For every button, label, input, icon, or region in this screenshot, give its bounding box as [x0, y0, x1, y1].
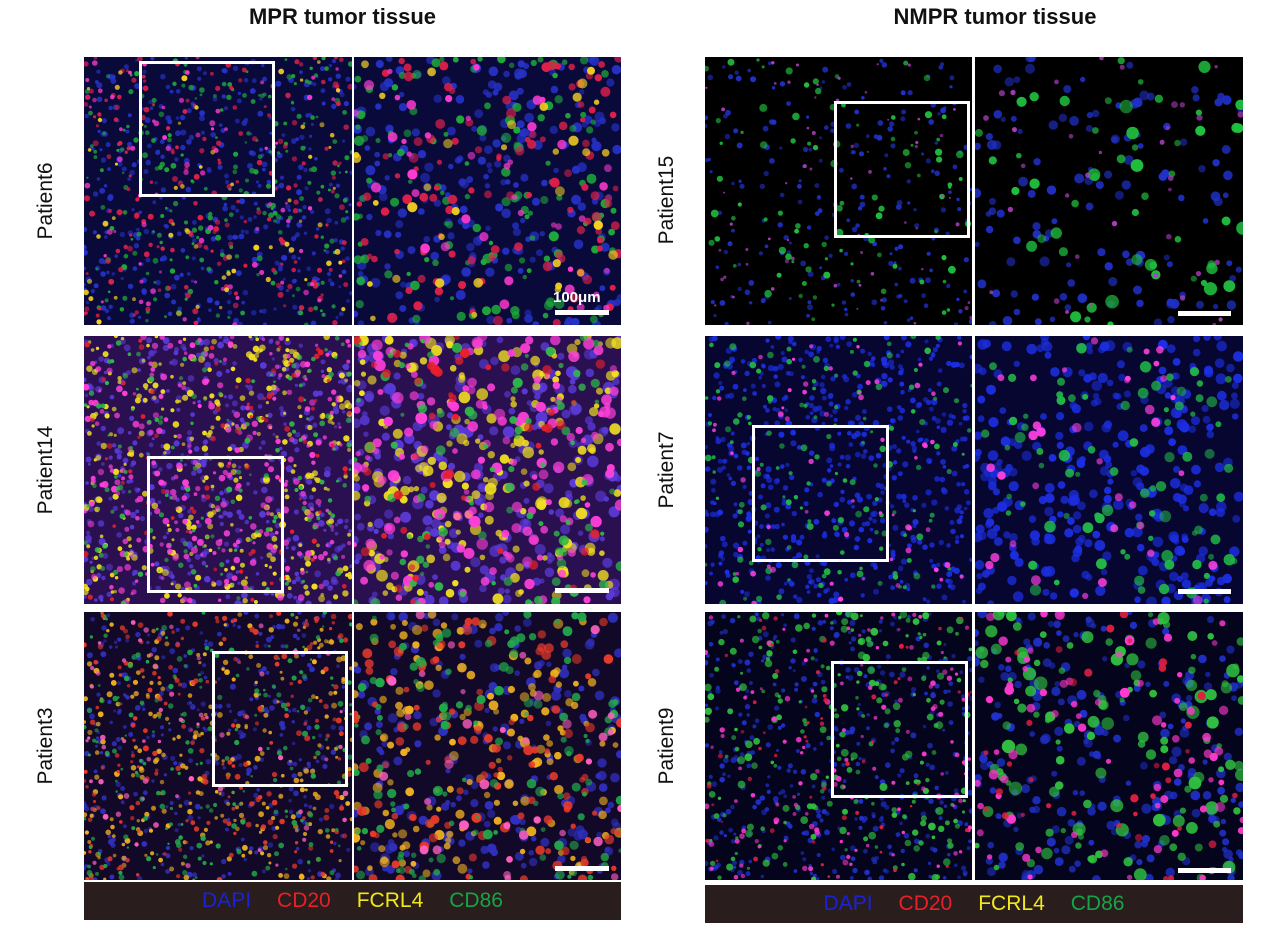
- micrograph-texture: [705, 612, 972, 880]
- micrograph-zoom: [975, 57, 1243, 325]
- scale-bar: [1178, 311, 1231, 316]
- legend-cd86: CD86: [449, 889, 503, 912]
- zoom-region-box: [834, 101, 970, 238]
- micrograph-overview: [84, 57, 352, 325]
- micrograph-zoom: [354, 336, 621, 604]
- micrograph-zoom: [354, 57, 621, 325]
- micrograph-texture: [975, 57, 1243, 325]
- channel-legend-left: DAPI CD20 FCRL4 CD86: [84, 882, 621, 920]
- micrograph-texture: [354, 612, 621, 880]
- scale-bar: [555, 866, 609, 871]
- scale-bar-label: 100μm: [553, 289, 601, 306]
- row-label-left-3: Patient3: [34, 707, 57, 785]
- micrograph-zoom: [354, 612, 621, 880]
- legend-fcrl4: FCRL4: [978, 892, 1045, 915]
- legend-fcrl4: FCRL4: [356, 889, 424, 912]
- micrograph-zoom: [975, 612, 1243, 880]
- zoom-region-box: [139, 61, 275, 197]
- micrograph-texture: [354, 336, 621, 604]
- scale-bar: [555, 310, 609, 315]
- legend-cd86: CD86: [1070, 892, 1125, 915]
- legend-cd20: CD20: [898, 892, 953, 915]
- zoom-region-box: [752, 425, 889, 562]
- micrograph-zoom: [975, 336, 1243, 604]
- micrograph-texture: [84, 57, 352, 325]
- row-label-right-1: Patient15: [655, 155, 678, 245]
- legend-dapi: DAPI: [823, 892, 873, 915]
- mpr-title: MPR tumor tissue: [248, 4, 437, 29]
- channel-legend-right: DAPI CD20 FCRL4 CD86: [705, 885, 1243, 923]
- legend-cd20: CD20: [277, 889, 331, 912]
- legend-dapi: DAPI: [202, 889, 252, 912]
- zoom-region-box: [212, 651, 348, 787]
- row-label-left-1: Patient6: [34, 162, 57, 240]
- row-label-right-2: Patient7: [655, 431, 678, 509]
- scale-bar: [1178, 589, 1231, 594]
- row-label-left-2: Patient14: [34, 425, 57, 515]
- micrograph-overview: [84, 612, 352, 880]
- scale-bar: [555, 588, 609, 593]
- micrograph-texture: [84, 612, 352, 880]
- micrograph-texture: [975, 612, 1243, 880]
- scale-bar: [1178, 868, 1231, 873]
- micrograph-texture: [975, 336, 1243, 604]
- row-label-right-3: Patient9: [655, 707, 678, 785]
- nmpr-title: NMPR tumor tissue: [893, 4, 1097, 29]
- micrograph-texture: [354, 57, 621, 325]
- zoom-region-box: [147, 456, 284, 593]
- micrograph-overview: [705, 612, 972, 880]
- zoom-region-box: [831, 661, 968, 798]
